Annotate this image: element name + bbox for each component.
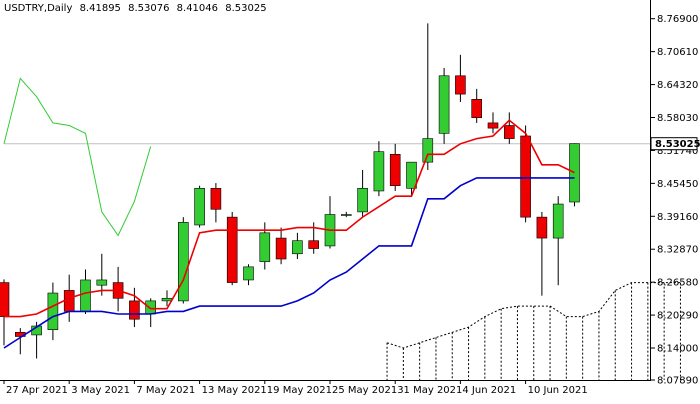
x-tick-label-6: 31 May 2021 — [397, 385, 462, 396]
candle-body-13 — [210, 188, 222, 210]
open-value: 8.41895 — [79, 3, 121, 14]
candle-body-22 — [357, 188, 368, 213]
chart-header: USDTRY,Daily 8.41895 8.53076 8.41046 8.5… — [4, 3, 271, 14]
candle-body-23 — [373, 151, 385, 192]
candle-body-28 — [455, 75, 466, 95]
y-tick-label-0: 8.76900 — [657, 14, 698, 25]
y-tick-label-9: 8.20290 — [657, 311, 698, 322]
y-tick-label-4: 8.51740 — [657, 146, 698, 157]
candle-body-29 — [471, 99, 483, 118]
candle-body-26 — [422, 138, 434, 163]
candle-body-4 — [63, 290, 75, 312]
candle-body-5 — [80, 279, 91, 312]
high-value: 8.53076 — [128, 3, 170, 14]
cloud-layer — [386, 282, 681, 380]
y-tick-label-1: 8.70610 — [657, 47, 698, 58]
y-tick-label-8: 8.26580 — [657, 278, 698, 289]
candle-body-8 — [129, 300, 140, 320]
candle-body-17 — [275, 237, 287, 260]
x-tick-label-5: 25 May 2021 — [332, 385, 397, 396]
candle-body-33 — [536, 216, 548, 239]
x-tick-label-8: 10 Jun 2021 — [528, 385, 588, 396]
y-tick-label-3: 8.58030 — [657, 113, 698, 124]
x-tick-label-3: 13 May 2021 — [202, 385, 267, 396]
candle-body-11 — [178, 222, 189, 302]
candle-body-34 — [552, 203, 564, 239]
current-price-label: 8.53025 — [655, 139, 700, 150]
candle-body-3 — [47, 292, 59, 330]
candle-body-31 — [503, 125, 515, 139]
candle-body-6 — [96, 279, 108, 286]
y-tick-label-11: 8.07890 — [657, 376, 698, 387]
candle-body-15 — [243, 266, 254, 281]
y-tick-label-7: 8.32870 — [657, 245, 698, 256]
lagging-line — [3, 77, 152, 237]
y-tick-label-6: 8.39160 — [657, 212, 698, 223]
current-price-box — [650, 137, 698, 151]
candle-body-10 — [161, 297, 173, 302]
candle-body-24 — [389, 154, 401, 187]
candle-body-35 — [569, 143, 580, 203]
candle-body-18 — [292, 240, 303, 255]
candle-body-21 — [340, 214, 352, 216]
candle-body-9 — [145, 300, 156, 315]
y-tick-label-2: 8.64320 — [657, 80, 698, 91]
cloud-edge — [386, 282, 681, 349]
candle-body-27 — [438, 75, 450, 134]
x-tick-label-0: 27 Apr 2021 — [6, 385, 68, 396]
x-tick-label-4: 19 May 2021 — [267, 385, 332, 396]
x-tick-label-2: 7 May 2021 — [136, 385, 195, 396]
candle-body-32 — [520, 135, 531, 218]
symbol-label: USDTRY,Daily — [4, 3, 73, 14]
candle-body-19 — [308, 240, 320, 249]
y-tick-label-5: 8.45450 — [657, 179, 698, 190]
candle-body-25 — [406, 161, 417, 189]
x-tick-label-1: 3 May 2021 — [71, 385, 130, 396]
candle-body-16 — [259, 232, 271, 262]
low-value: 8.41046 — [176, 3, 219, 14]
fast-line — [4, 119, 575, 318]
indicator-lines-layer — [3, 77, 575, 349]
candle-body-0 — [0, 282, 10, 317]
candle-body-14 — [226, 216, 238, 283]
candle-body-12 — [194, 188, 205, 226]
y-tick-label-10: 8.14000 — [657, 344, 698, 355]
x-tick-label-7: 4 Jun 2021 — [462, 385, 516, 396]
candles-layer — [0, 23, 580, 359]
slow-line — [3, 177, 575, 349]
candle-body-30 — [487, 122, 499, 129]
close-value: 8.53025 — [225, 3, 267, 14]
